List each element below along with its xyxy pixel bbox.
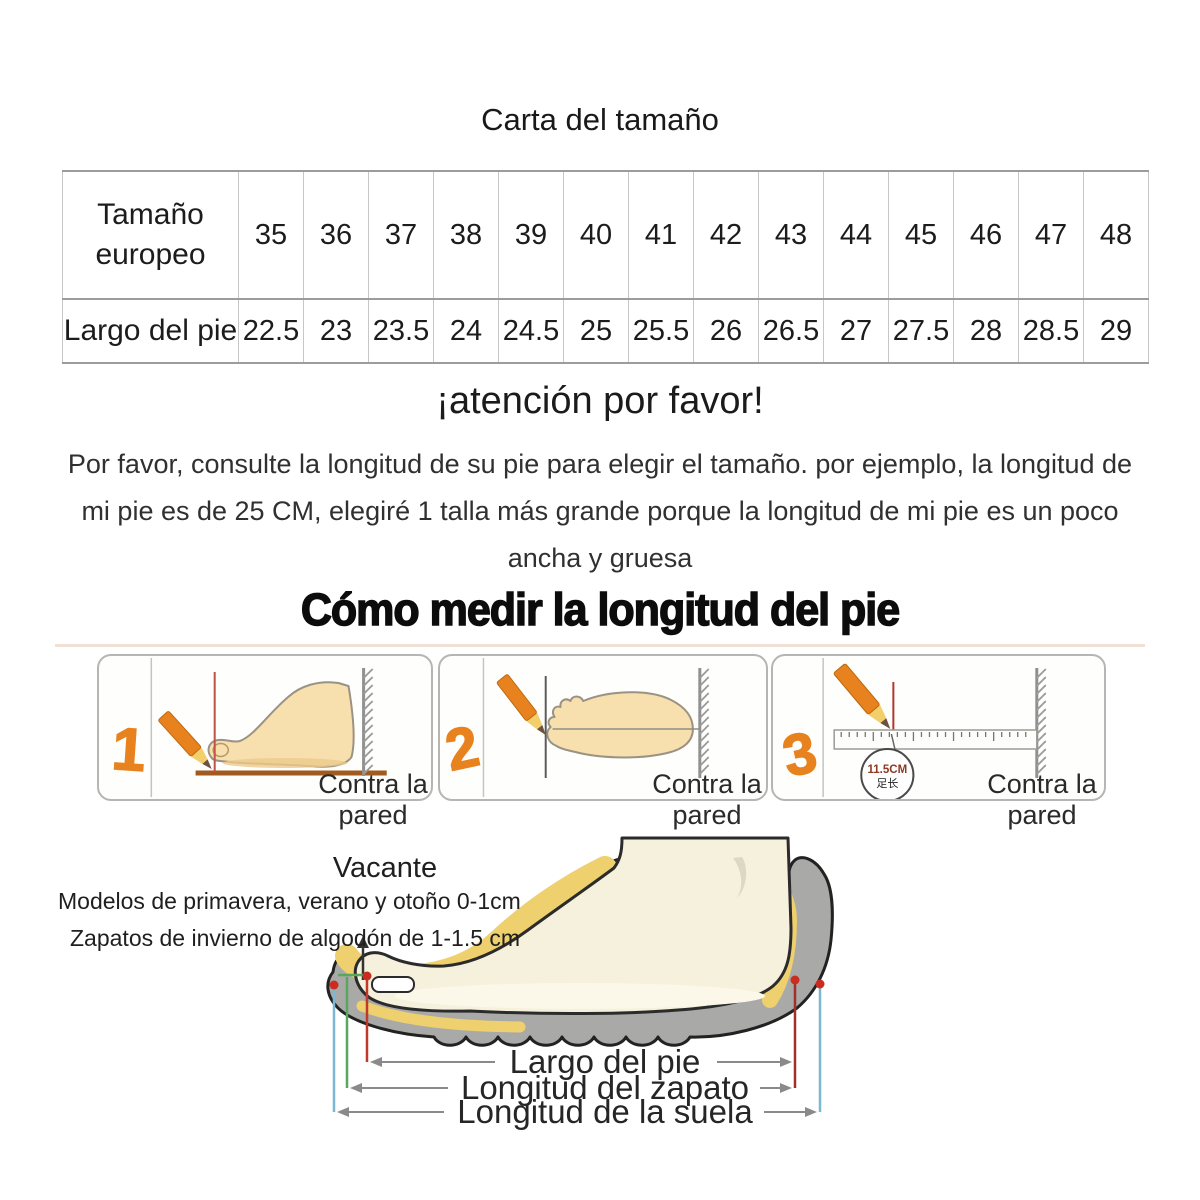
attention-paragraph: Por favor, consulte la longitud de su pi… <box>67 449 1133 573</box>
caption-step-2-line1: Contra la <box>652 769 762 799</box>
bubble-measure-label: 足长 <box>876 777 898 790</box>
measure-label-sole-length: Longitud de la suela <box>457 1093 753 1130</box>
step-panel-3: 3 11.5CM 足长 <box>771 654 1106 801</box>
bubble-measure-value: 11.5CM <box>867 764 907 776</box>
pencil-icon <box>158 711 212 769</box>
foot-length-cell: 29 <box>1083 299 1149 364</box>
pencil-icon <box>496 674 546 735</box>
caption-step-1-line2: pared <box>338 800 408 830</box>
foot-length-cell: 23 <box>303 299 369 364</box>
page-title: Carta del tamaño <box>481 102 719 137</box>
gap-note-winter: Zapatos de invierno de algodón de 1-1.5 … <box>70 925 521 951</box>
foot-in-shoe-shape <box>353 836 793 1016</box>
how-to-measure-heading: Cómo medir la longitud del pie <box>300 584 901 636</box>
measure-endpoints <box>329 971 825 990</box>
measurement-bubble: 11.5CM 足长 <box>860 748 915 799</box>
size-table: Tamaño europeo 35 36 37 38 39 40 41 42 4… <box>62 170 1149 364</box>
foot-sole-highlight <box>395 983 765 1009</box>
leg-shading-crescent <box>733 857 747 898</box>
row-label-eu-size: Tamaño europeo <box>62 170 239 300</box>
foot-length-cell: 25 <box>563 299 629 364</box>
dimension-arrowheads <box>337 1057 817 1117</box>
foot-length-cell: 25.5 <box>628 299 694 364</box>
step-panel-1: 1 <box>97 654 433 801</box>
table-row-foot-length: Largo del pie 22.5 23 23.5 24 24.5 25 25… <box>62 299 1149 364</box>
step-3-illustration: 3 11.5CM 足长 <box>776 658 1047 799</box>
divider-line <box>55 644 1145 647</box>
step-2-illustration: 2 <box>440 658 710 797</box>
gap-note-spring: Modelos de primavera, verano y otoño 0-1… <box>58 888 521 914</box>
measure-label-foot-length: Largo del pie <box>509 1043 701 1080</box>
foot-length-cell: 27.5 <box>888 299 954 364</box>
caption-step-3-line1: Contra la <box>987 769 1097 799</box>
bubble-connector <box>890 733 897 752</box>
foot-side-illustration <box>207 681 355 768</box>
eu-size-cell: 42 <box>693 170 759 300</box>
eu-size-cell: 41 <box>628 170 694 300</box>
foot-length-cell: 27 <box>823 299 889 364</box>
step-1-illustration: 1 <box>109 658 387 797</box>
foot-length-cell: 24 <box>433 299 499 364</box>
caption-step-2-line2: pared <box>672 800 742 830</box>
eu-size-cell: 46 <box>953 170 1019 300</box>
foot-length-cell: 28.5 <box>1018 299 1084 364</box>
step-number: 1 <box>110 715 148 784</box>
eu-size-cell: 47 <box>1018 170 1084 300</box>
eu-size-cell: 39 <box>498 170 564 300</box>
eu-size-cell: 44 <box>823 170 889 300</box>
caption-step-3-line2: pared <box>1007 800 1077 830</box>
pencil-icon <box>833 663 891 729</box>
foot-length-cell: 28 <box>953 299 1019 364</box>
gap-label: Vacante <box>332 852 438 884</box>
caption-step-1-line1: Contra la <box>318 769 428 799</box>
eu-size-cell: 37 <box>368 170 434 300</box>
foot-length-cell: 26.5 <box>758 299 824 364</box>
eu-size-cell: 48 <box>1083 170 1149 300</box>
wall-hatch <box>1035 668 1047 778</box>
toenail-shape <box>371 976 415 993</box>
attention-heading: ¡atención por favor! <box>436 380 764 422</box>
eu-size-cell: 38 <box>433 170 499 300</box>
row-label-foot-length: Largo del pie <box>62 299 239 364</box>
step-panel-2: 2 <box>438 654 768 801</box>
foot-length-cell: 24.5 <box>498 299 564 364</box>
measure-label-shoe-length: Longitud del zapato <box>460 1069 750 1106</box>
foot-length-cell: 23.5 <box>368 299 434 364</box>
ruler-illustration <box>833 729 1038 750</box>
foot-length-cell: 26 <box>693 299 759 364</box>
wall-hatch <box>362 668 374 776</box>
foot-top-illustration <box>546 691 699 759</box>
wall-hatch <box>698 668 710 778</box>
eu-size-cell: 45 <box>888 170 954 300</box>
table-row-eu-sizes: Tamaño europeo 35 36 37 38 39 40 41 42 4… <box>62 170 1149 300</box>
eu-size-cell: 36 <box>303 170 369 300</box>
